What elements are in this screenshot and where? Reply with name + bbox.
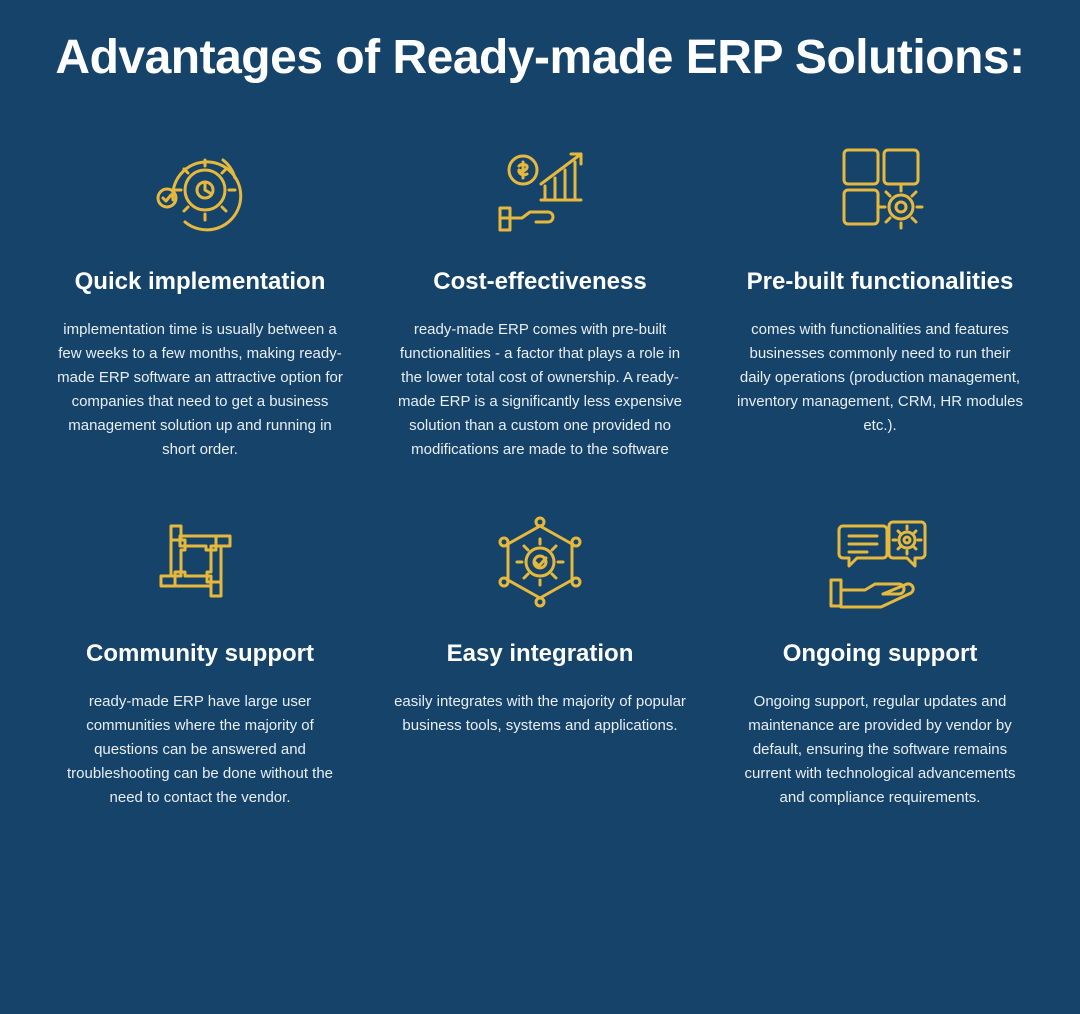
card-desc: easily integrates with the majority of p… (390, 690, 690, 738)
quick-implementation-icon (145, 140, 255, 240)
card-title: Quick implementation (75, 268, 326, 296)
community-support-icon (145, 512, 255, 612)
card-cost-effectiveness: Cost-effectiveness ready-made ERP comes … (390, 140, 690, 462)
card-quick-implementation: Quick implementation implementation time… (50, 140, 350, 462)
cost-effectiveness-icon (485, 140, 595, 240)
card-desc: Ongoing support, regular updates and mai… (730, 690, 1030, 810)
card-pre-built: Pre-built functionalities comes with fun… (730, 140, 1030, 462)
pre-built-icon (830, 140, 930, 240)
card-title: Community support (86, 640, 314, 668)
easy-integration-icon (490, 512, 590, 612)
card-community-support: Community support ready-made ERP have la… (50, 512, 350, 810)
card-title: Easy integration (447, 640, 634, 668)
card-title: Cost-effectiveness (433, 268, 646, 296)
ongoing-support-icon (823, 512, 938, 612)
card-desc: implementation time is usually between a… (50, 318, 350, 462)
card-desc: comes with functionalities and features … (730, 318, 1030, 438)
advantages-grid: Quick implementation implementation time… (50, 140, 1030, 810)
card-desc: ready-made ERP have large user communiti… (50, 690, 350, 810)
card-desc: ready-made ERP comes with pre-built func… (390, 318, 690, 462)
card-title: Ongoing support (783, 640, 978, 668)
card-ongoing-support: Ongoing support Ongoing support, regular… (730, 512, 1030, 810)
page-title: Advantages of Ready-made ERP Solutions: (50, 30, 1030, 85)
card-easy-integration: Easy integration easily integrates with … (390, 512, 690, 810)
card-title: Pre-built functionalities (747, 268, 1014, 296)
